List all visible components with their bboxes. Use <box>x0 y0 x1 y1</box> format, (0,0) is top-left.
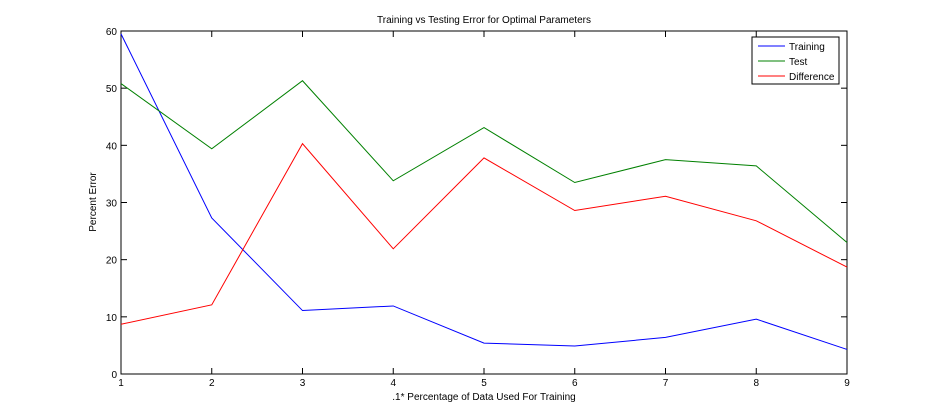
legend-entry-training: Training <box>789 42 825 53</box>
y-tick-label: 20 <box>106 256 118 267</box>
x-axis-label: .1* Percentage of Data Used For Training <box>392 392 575 403</box>
legend-entry-difference: Difference <box>789 72 835 83</box>
y-tick-label: 0 <box>111 370 117 381</box>
legend-entry-test: Test <box>789 57 808 68</box>
chart-title: Training vs Testing Error for Optimal Pa… <box>377 15 591 26</box>
x-tick-label: 4 <box>390 378 396 389</box>
x-tick-label: 1 <box>118 378 124 389</box>
x-tick-label: 2 <box>209 378 215 389</box>
y-tick-label: 40 <box>106 141 118 152</box>
series-line-difference <box>120 142 848 325</box>
x-tick-label: 9 <box>844 378 850 389</box>
series-line-test <box>120 80 848 243</box>
plot-area <box>120 30 848 375</box>
series-line-training <box>120 33 848 350</box>
x-tick-label: 8 <box>753 378 759 389</box>
y-axis-label: Percent Error <box>88 172 99 232</box>
y-tick-label: 50 <box>106 84 118 95</box>
x-tick-label: 5 <box>481 378 487 389</box>
axis-ticks: 1 2 3 4 5 6 7 8 9 0 10 20 30 40 50 60 <box>106 27 850 389</box>
legend: Training Test Difference <box>751 36 840 85</box>
x-tick-label: 6 <box>572 378 578 389</box>
x-tick-label: 7 <box>663 378 669 389</box>
y-tick-label: 10 <box>106 313 118 324</box>
x-tick-label: 3 <box>300 378 306 389</box>
y-tick-label: 60 <box>106 27 118 38</box>
y-tick-label: 30 <box>106 199 118 210</box>
series-lines <box>120 33 848 350</box>
